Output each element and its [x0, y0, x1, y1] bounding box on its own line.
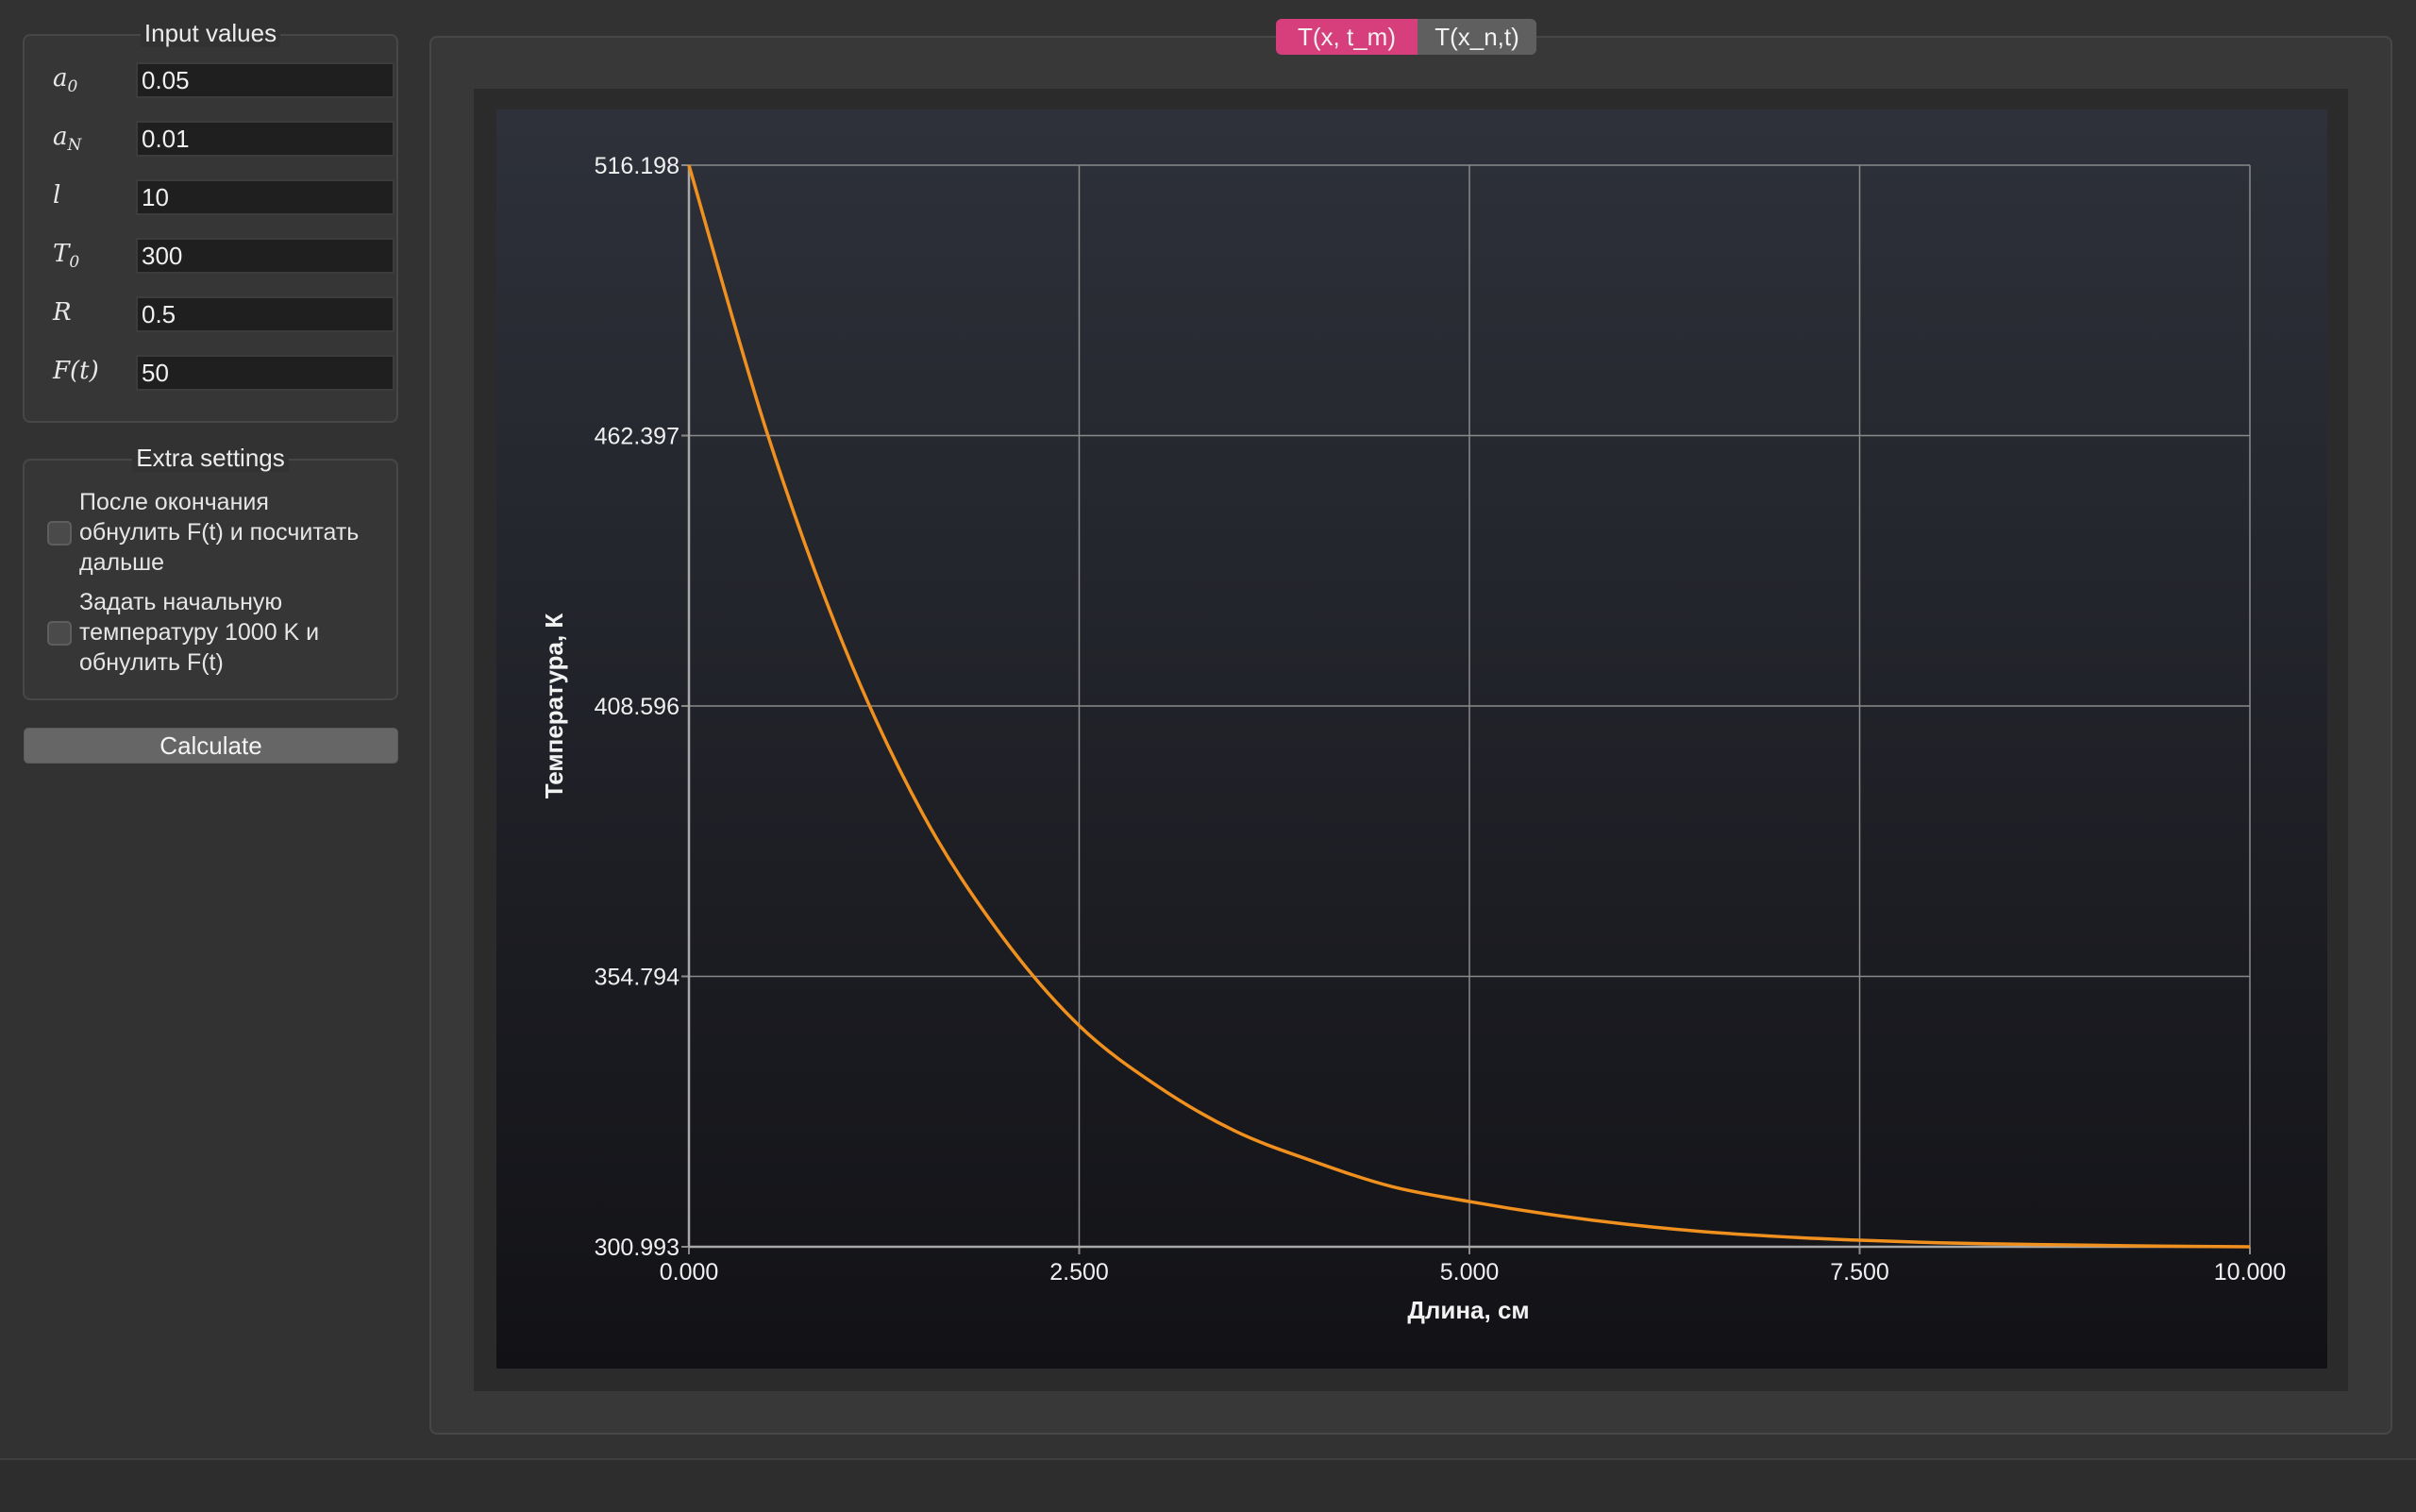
chart: 0.000 2.500 5.000 7.500 10.000 516.198 462.397…: [496, 109, 2327, 1369]
x-tick-label: 0.000: [660, 1259, 719, 1285]
input-row: a0 0.05: [53, 62, 394, 100]
input-field[interactable]: 300: [136, 238, 394, 274]
input-label: T0: [53, 240, 80, 273]
tab-bar: T(x, t_m) T(x_n,t): [1276, 19, 1536, 55]
input-row: T0 300: [53, 238, 394, 276]
input-values-title: Input values: [140, 19, 281, 47]
input-row: aN 0.01: [53, 121, 394, 159]
input-row: R 0.5: [53, 296, 394, 334]
y-tick-label: 408.596: [595, 694, 680, 720]
continue-checkbox-label: После окончания обнулить F(t) и посчитат…: [79, 489, 360, 576]
y-axis-label: Температура, К: [540, 613, 568, 799]
x-axis-label: Длина, см: [1407, 1296, 1529, 1324]
input-label: l: [53, 181, 61, 210]
x-tick-label: 7.500: [1830, 1259, 1889, 1285]
initial-temp-checkbox[interactable]: [47, 621, 72, 646]
y-tick-label: 462.397: [595, 424, 680, 450]
extra-settings-group: Extra settings После окончания обнулить …: [23, 444, 398, 700]
input-row: F(t) 50: [53, 355, 394, 393]
input-field[interactable]: 0.5: [136, 296, 394, 332]
continue-checkbox[interactable]: [47, 521, 72, 546]
y-tick-label: 354.794: [595, 965, 680, 991]
chart-area: 0.000 2.500 5.000 7.500 10.000 516.198 462.397…: [474, 89, 2348, 1391]
y-tick-label: 300.993: [595, 1235, 680, 1261]
tab-t-xn-t[interactable]: T(x_n,t): [1418, 19, 1536, 55]
x-tick-label: 2.500: [1049, 1259, 1109, 1285]
tab-t-x-tm[interactable]: T(x, t_m): [1276, 19, 1418, 55]
input-values-group: Input values a0 0.05 aN 0.01 l 10 T0 300 R 0.5 F(t…: [23, 19, 398, 423]
input-label: F(t): [53, 357, 99, 385]
input-label: R: [53, 298, 72, 327]
input-label: a0: [53, 64, 78, 97]
x-tick-label: 5.000: [1440, 1259, 1500, 1285]
x-tick-label: 10.000: [2214, 1259, 2286, 1285]
input-label: aN: [53, 123, 82, 156]
input-field[interactable]: 50: [136, 355, 394, 391]
series-line: [687, 164, 2251, 1249]
y-tick-label: 516.198: [595, 153, 680, 179]
input-field[interactable]: 0.05: [136, 62, 394, 98]
extra-settings-title: Extra settings: [132, 444, 289, 472]
status-bar: [0, 1458, 2416, 1512]
plot-background: [496, 109, 2327, 1369]
input-field[interactable]: 0.01: [136, 121, 394, 157]
calculate-button[interactable]: Calculate: [24, 728, 398, 764]
input-row: l 10: [53, 179, 394, 217]
initial-temp-checkbox-label: Задать начальную температуру 1000 K и об…: [79, 589, 320, 676]
input-field[interactable]: 10: [136, 179, 394, 215]
